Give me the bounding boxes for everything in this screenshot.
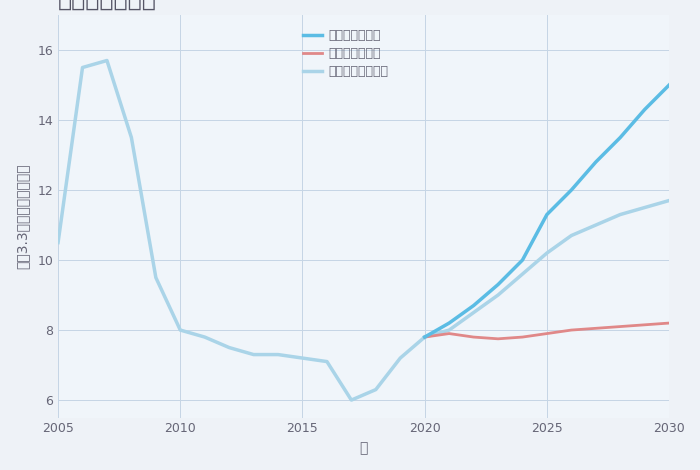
Text: 土地の価格推移: 土地の価格推移 [58,0,157,10]
X-axis label: 年: 年 [359,441,368,455]
Legend: グッドシナリオ, バッドシナリオ, ノーマルシナリオ: グッドシナリオ, バッドシナリオ, ノーマルシナリオ [303,29,388,78]
Y-axis label: 坪（3.3㎡）単価（万円）: 坪（3.3㎡）単価（万円） [15,164,29,269]
